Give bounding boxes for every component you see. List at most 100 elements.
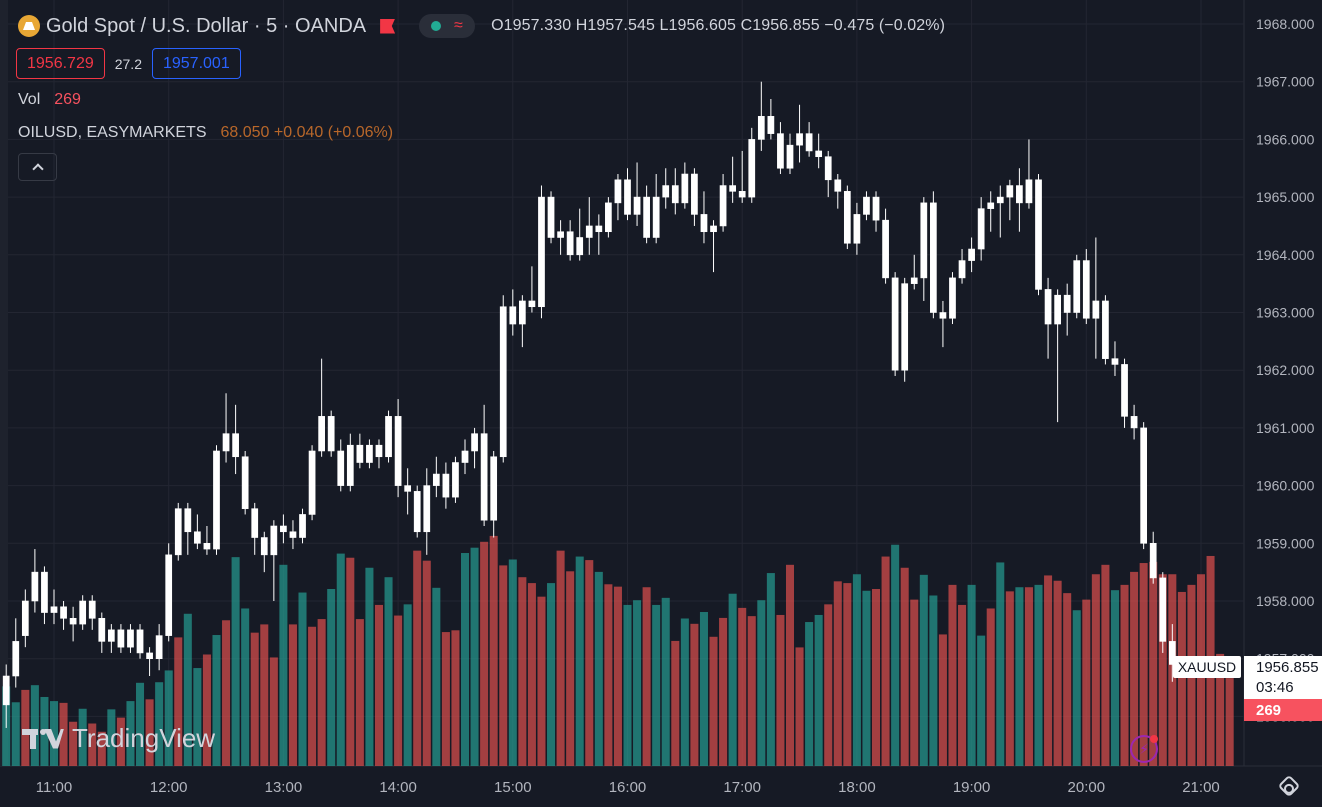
price-tick-label: 1963.000 bbox=[1256, 305, 1315, 321]
volume-bar bbox=[1225, 678, 1234, 766]
candle bbox=[691, 168, 698, 226]
candle-body-down bbox=[136, 629, 144, 654]
candle bbox=[194, 514, 201, 550]
volume-bar bbox=[21, 689, 30, 766]
compare-legend[interactable]: OILUSD, EASYMARKETS 68.050 +0.040 (+0.06%… bbox=[18, 124, 393, 142]
volume-bar bbox=[1005, 591, 1014, 766]
candle-body-up bbox=[423, 485, 431, 533]
candle bbox=[31, 549, 39, 613]
candle bbox=[891, 272, 899, 376]
candle bbox=[757, 81, 765, 151]
candle-body-up bbox=[968, 248, 975, 261]
candle bbox=[375, 439, 383, 469]
volume-bar bbox=[1149, 561, 1158, 766]
compare-symbol-label: OILUSD, EASYMARKETS bbox=[18, 124, 207, 141]
candle-body-down bbox=[1016, 185, 1023, 204]
volume-label: Vol bbox=[18, 91, 41, 108]
volume-bar bbox=[451, 630, 460, 766]
volume-bar bbox=[785, 564, 795, 766]
candle bbox=[480, 404, 488, 526]
flag-icon[interactable] bbox=[380, 18, 396, 34]
candle bbox=[1130, 404, 1138, 440]
candle-body-up bbox=[901, 283, 909, 371]
candle-body-up bbox=[31, 571, 39, 602]
candle bbox=[1006, 179, 1014, 221]
candle-body-down bbox=[624, 179, 631, 215]
candle-body-up bbox=[652, 196, 660, 238]
candle bbox=[872, 191, 880, 232]
chart-settings-button[interactable] bbox=[1277, 774, 1301, 798]
candle-body-up bbox=[270, 525, 278, 556]
candle bbox=[1121, 358, 1128, 428]
candle bbox=[643, 185, 650, 244]
spread-value: 27.2 bbox=[114, 55, 142, 72]
volume-bar bbox=[1139, 563, 1148, 766]
candle bbox=[987, 191, 995, 232]
candle-body-down bbox=[327, 416, 335, 452]
volume-bar bbox=[747, 616, 756, 766]
sell-button[interactable]: 1956.729 bbox=[16, 48, 105, 79]
candle bbox=[107, 624, 115, 653]
candle-body-down bbox=[1130, 416, 1138, 429]
candle-body-down bbox=[738, 191, 746, 198]
volume-value: 269 bbox=[54, 91, 81, 108]
candle bbox=[977, 197, 985, 261]
candle-body-up bbox=[863, 196, 870, 215]
candle-body-down bbox=[413, 491, 421, 533]
candle bbox=[538, 185, 545, 319]
volume-bar bbox=[49, 701, 59, 766]
volume-bar bbox=[212, 635, 221, 766]
candle-body-up bbox=[786, 144, 794, 169]
volume-bar bbox=[1024, 587, 1033, 766]
bolt-icon[interactable]: ⚡ bbox=[1130, 735, 1158, 763]
volume-bar bbox=[1044, 575, 1053, 766]
collapse-legend-button[interactable] bbox=[18, 153, 57, 181]
volume-bar bbox=[241, 608, 250, 766]
volume-bar bbox=[346, 557, 355, 766]
candle bbox=[461, 439, 469, 475]
candle-body-up bbox=[585, 225, 593, 238]
candle-body-down bbox=[1111, 358, 1119, 365]
time-tick-label: 16:00 bbox=[609, 779, 647, 796]
symbol-title[interactable]: Gold Spot / U.S. Dollar · 5 · OANDA bbox=[46, 14, 367, 37]
volume-bar bbox=[623, 604, 632, 766]
volume-bar bbox=[145, 699, 154, 766]
candle-body-up bbox=[853, 214, 861, 244]
candle-body-up bbox=[490, 456, 498, 521]
volume-bar bbox=[480, 541, 489, 766]
volume-bar bbox=[1101, 564, 1110, 766]
candle-body-down bbox=[805, 133, 813, 152]
candle bbox=[968, 237, 975, 273]
candle bbox=[1035, 174, 1042, 296]
candle bbox=[385, 410, 392, 463]
candle bbox=[509, 289, 517, 336]
candle bbox=[729, 156, 737, 203]
candle bbox=[863, 191, 870, 221]
volume-bar bbox=[518, 577, 527, 766]
candle-body-down bbox=[1159, 577, 1167, 642]
candle bbox=[633, 162, 641, 226]
volume-bar bbox=[805, 622, 814, 766]
candle bbox=[394, 399, 402, 498]
candle-body-down bbox=[394, 416, 402, 486]
volume-bar bbox=[910, 599, 919, 766]
candle bbox=[69, 606, 77, 642]
time-tick-label: 18:00 bbox=[838, 779, 876, 796]
candle bbox=[834, 174, 842, 209]
symbol-header: Gold Spot / U.S. Dollar · 5 · OANDA ≈ O1… bbox=[18, 12, 945, 40]
volume-bar bbox=[862, 590, 871, 766]
candle-body-up bbox=[949, 277, 956, 319]
candle-body-down bbox=[777, 133, 784, 169]
candle bbox=[318, 358, 325, 457]
market-status-pill[interactable]: ≈ bbox=[419, 14, 476, 38]
volume-legend[interactable]: Vol 269 bbox=[18, 91, 81, 109]
candle bbox=[21, 589, 29, 648]
candle-body-down bbox=[203, 542, 211, 550]
candle bbox=[404, 468, 412, 515]
candle bbox=[41, 566, 48, 625]
buy-button[interactable]: 1957.001 bbox=[151, 48, 241, 79]
volume-bar bbox=[719, 617, 728, 766]
candle bbox=[327, 410, 335, 457]
volume-bar bbox=[78, 708, 87, 766]
